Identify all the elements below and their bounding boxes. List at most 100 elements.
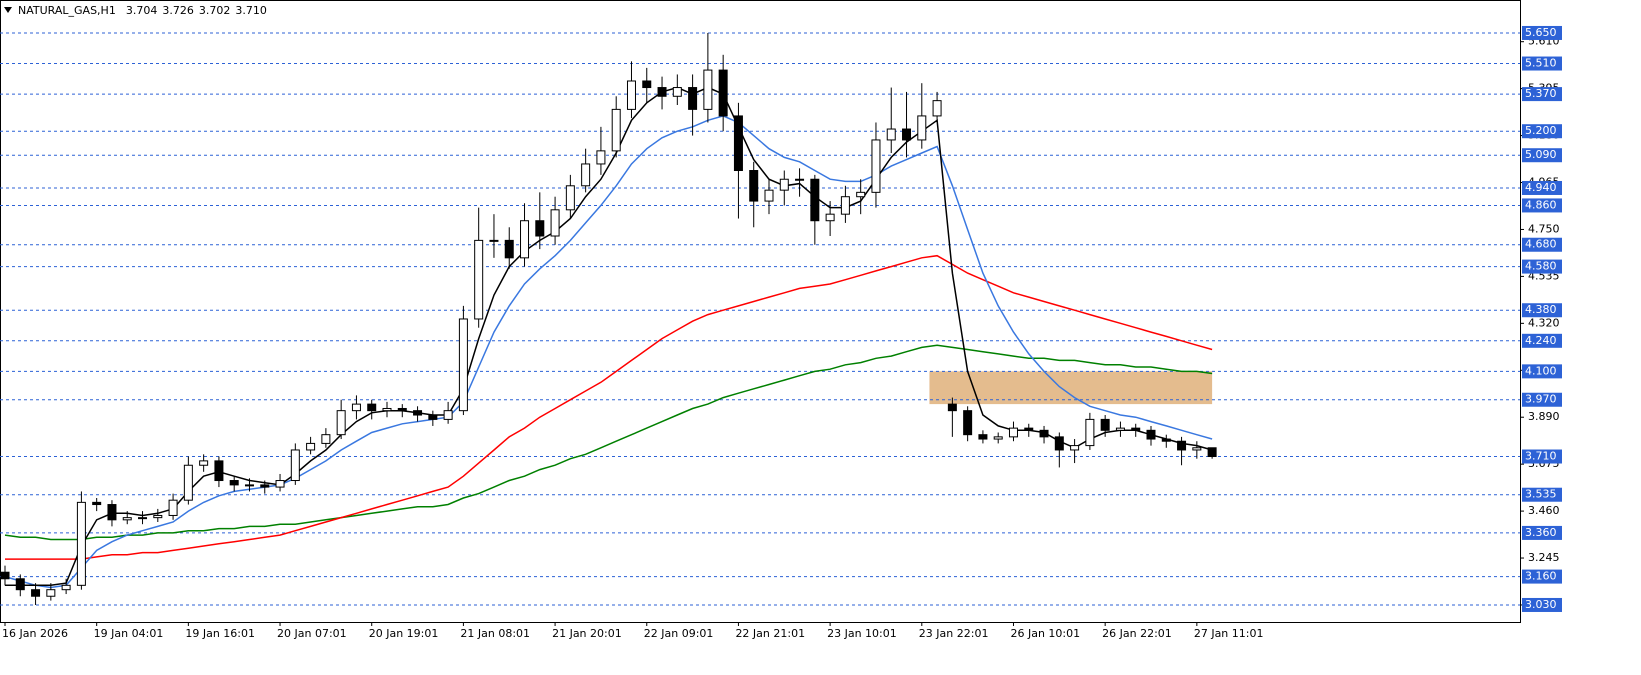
plot-frame [0,0,1521,623]
level-label-box [1522,303,1562,318]
level-label-box [1522,237,1562,252]
candle-body [871,139,881,193]
candle-body [46,589,56,597]
moving-average-line [5,254,1213,560]
menu-triangle[interactable] [4,7,12,13]
level-label: 5.090 [1525,148,1557,161]
y-tick-label: 4.750 [1528,222,1560,235]
x-tick-label: 23 Jan 10:01 [827,627,897,640]
candle-body [733,115,743,172]
candle-body [581,163,591,187]
candle-body [1115,427,1125,431]
candle-body [1100,418,1110,431]
candle-body [565,185,575,211]
candle-body [413,410,423,416]
y-tick-label: 3.245 [1528,551,1560,564]
level-label: 5.510 [1525,57,1557,70]
candle-body [626,80,636,110]
level-label: 3.535 [1525,488,1557,501]
candle-body [1039,429,1049,438]
candle-body [688,87,698,110]
candle-body [351,403,361,412]
candle-body [825,213,835,222]
moving-average-line [4,115,1213,589]
candle-body [61,584,71,591]
header-value: 3.726 [162,4,194,17]
candle-body [642,80,652,89]
level-label: 4.100 [1525,364,1557,377]
candle-body [31,589,41,597]
candle-body [290,449,300,482]
candle-body [703,69,713,110]
candle-body [1177,440,1187,451]
level-label: 5.200 [1525,124,1557,137]
candle-body [336,410,346,436]
level-label: 3.160 [1525,570,1557,583]
candle-body [672,87,682,97]
level-label-box [1522,364,1562,379]
x-tick-label: 16 Jan 2026 [2,627,68,640]
candle-body [978,434,988,440]
level-label-box [1522,487,1562,502]
candle-body [168,499,178,516]
candle-body [122,517,132,521]
candle-body [275,480,285,488]
candle-body [520,220,530,259]
candle-body [1085,418,1095,447]
level-label: 4.940 [1525,181,1557,194]
candle-body [810,178,820,222]
candle-body [15,578,25,591]
x-tick-label: 19 Jan 16:01 [185,627,255,640]
level-label-box [1522,124,1562,139]
x-tick-label: 20 Jan 07:01 [277,627,347,640]
candle-body [321,434,331,444]
candle-body [535,220,545,237]
level-label-box [1522,198,1562,213]
candle-body [92,501,102,506]
zone [929,371,1213,405]
level-label: 3.030 [1525,598,1557,611]
level-label: 4.380 [1525,303,1557,316]
candle-body [214,460,224,482]
x-tick-label: 23 Jan 22:01 [919,627,989,640]
header-value: 3.710 [235,4,267,17]
candle-body [764,189,774,202]
level-label: 4.580 [1525,260,1557,273]
candle-body [244,484,254,487]
x-tick-label: 20 Jan 19:01 [369,627,439,640]
candle-body [993,436,1003,440]
candle-body [779,178,789,191]
candle-body [1024,427,1034,431]
level-label: 5.650 [1525,26,1557,39]
candle-body [260,484,270,488]
level-label: 4.680 [1525,238,1557,251]
x-tick-label: 27 Jan 11:01 [1194,627,1264,640]
candle-body [367,403,377,412]
level-label-box [1522,180,1562,195]
x-tick-label: 21 Jan 08:01 [460,627,530,640]
x-tick-label: 19 Jan 04:01 [94,627,164,640]
candle-body [76,501,86,586]
level-label: 4.860 [1525,198,1557,211]
candle-body [489,239,499,242]
level-label-box [1522,56,1562,71]
x-tick-label: 22 Jan 21:01 [735,627,805,640]
candle-body [397,407,407,412]
candle-body [1207,447,1217,458]
candle-body [917,115,927,141]
header-value: 3.702 [199,4,231,17]
candle-body [1192,447,1202,451]
level-label-box [1522,148,1562,163]
y-tick-label: 3.460 [1528,504,1560,517]
x-tick-label: 22 Jan 09:01 [644,627,714,640]
candle-body [138,517,148,520]
candle-body [596,150,606,165]
candle-body [1131,427,1141,431]
level-label-box [1522,597,1562,612]
x-tick-label: 26 Jan 10:01 [1010,627,1080,640]
symbol: NATURAL_GAS,H1 [18,4,116,17]
level-label: 3.710 [1525,450,1557,463]
candle-body [306,442,316,451]
candle-body [458,318,468,412]
